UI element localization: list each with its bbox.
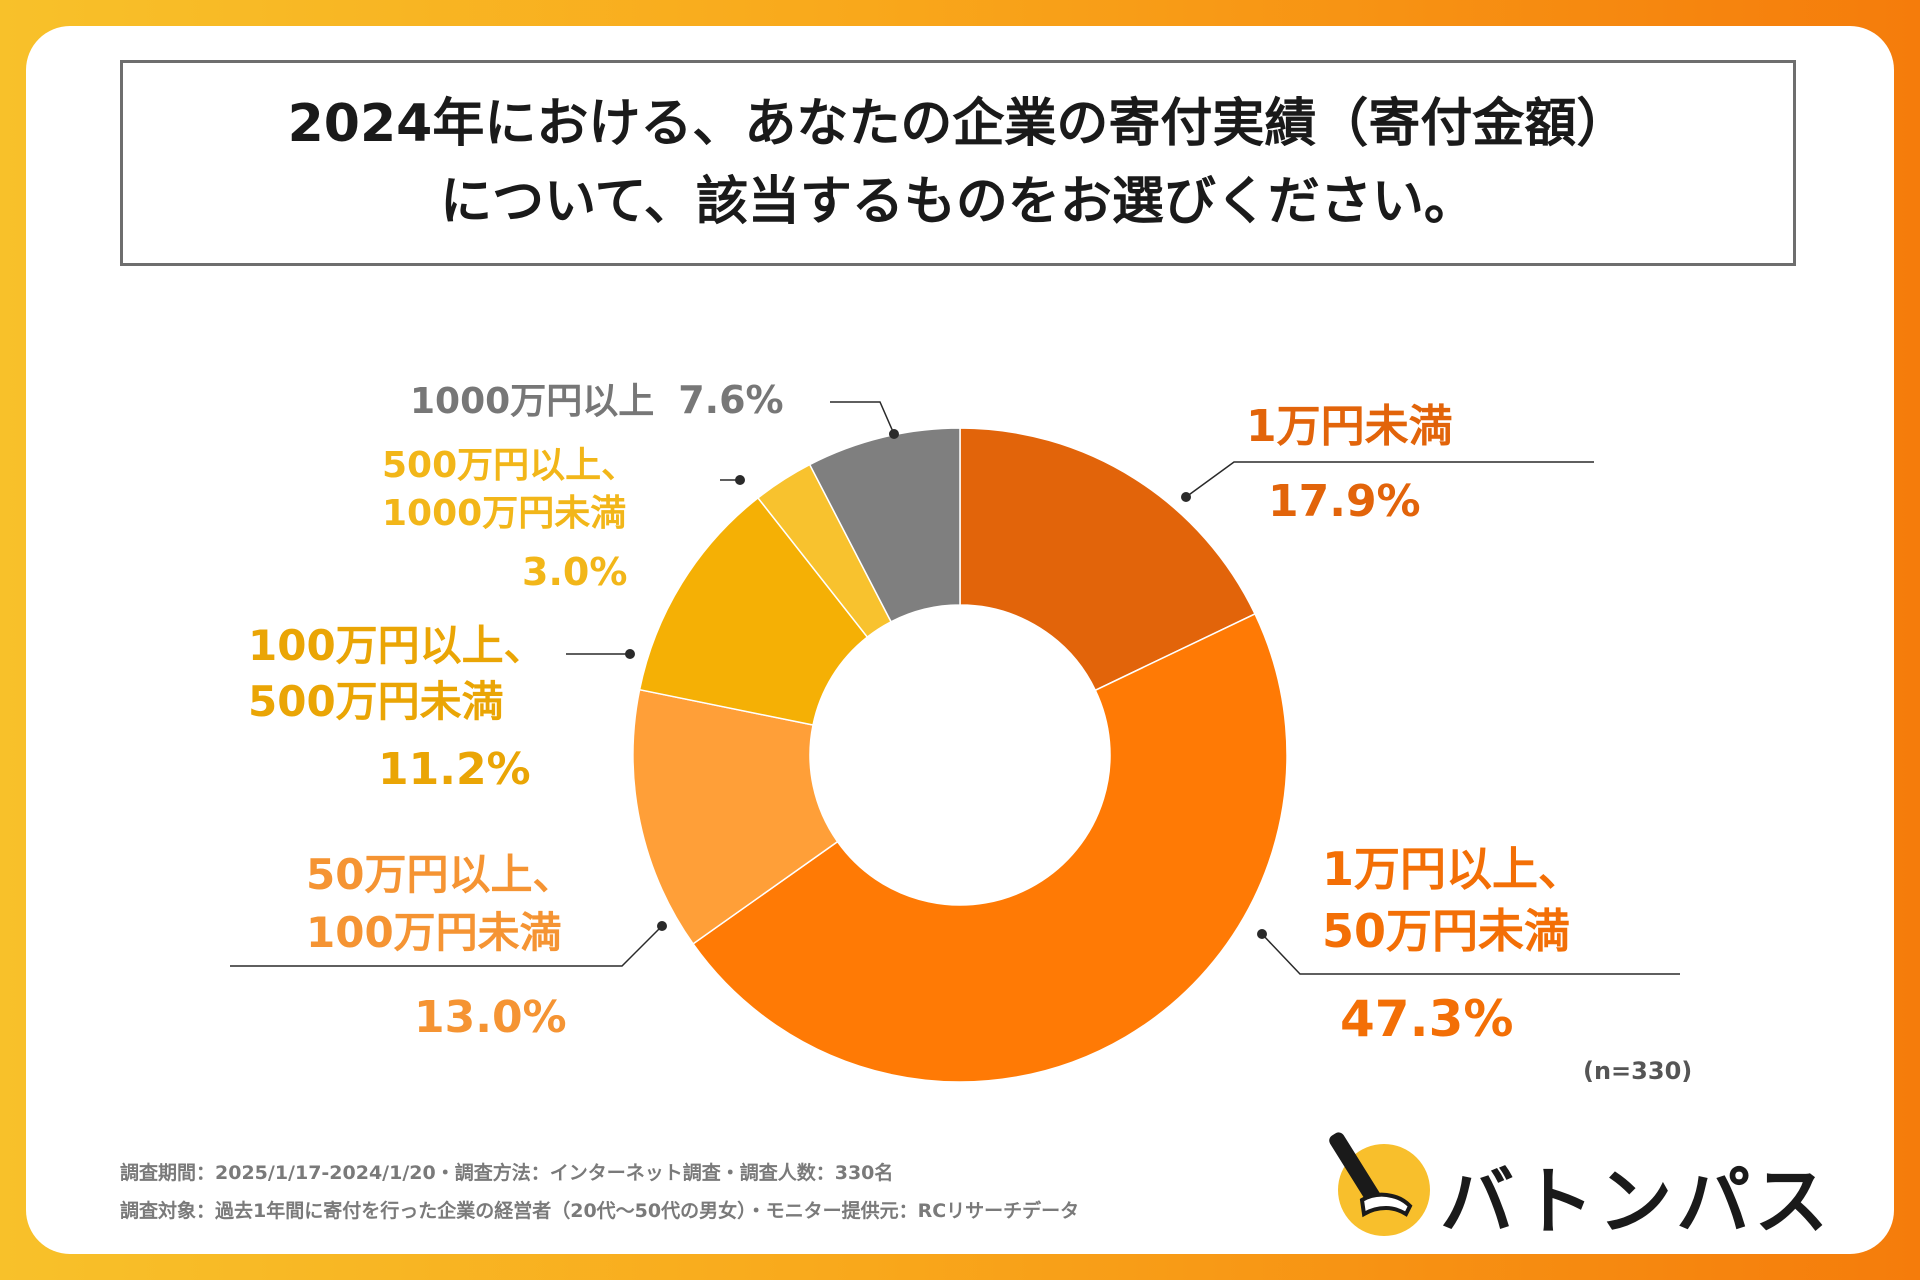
slice-over-1000man bbox=[808, 427, 961, 623]
slice-50man-100man bbox=[632, 688, 839, 945]
leader-dot-under-1man bbox=[1181, 492, 1191, 502]
slice-value-label: 7.6% bbox=[678, 378, 784, 422]
leader-dot-50man-100man bbox=[657, 921, 667, 931]
title-line-2: について、該当するものをお選びください。 bbox=[440, 172, 1476, 232]
slice-label-over-1000man: 1000万円以上 7.6% bbox=[410, 372, 784, 424]
slice-label-line: 1000万円以上 bbox=[410, 381, 655, 422]
slice-value-label: 11.2% bbox=[378, 744, 531, 795]
title-box: 2024年における、あなたの企業の寄付実績（寄付金額） について、該当するものを… bbox=[120, 60, 1796, 266]
slice-label-line: 500万円以上、 bbox=[382, 445, 638, 486]
slice-value-label: 17.9% bbox=[1268, 476, 1421, 527]
slice-value-label: 3.0% bbox=[522, 550, 628, 594]
slice-label-line: 100万円未満 bbox=[306, 908, 562, 957]
slice-label-line: 50万円未満 bbox=[1322, 904, 1571, 958]
slice-100man-500man bbox=[638, 496, 869, 726]
slice-label-50man-100man: 50万円以上、 100万円未満 13.0% bbox=[306, 846, 574, 1043]
leader-dot-over-1000man bbox=[889, 429, 899, 439]
slice-label-line: 500万円未満 bbox=[248, 677, 504, 726]
slice-under-1man bbox=[959, 427, 1257, 692]
slice-label-line: 1万円以上、 bbox=[1322, 842, 1585, 896]
slice-label-1man-50man: 1万円以上、 50万円未満 47.3% bbox=[1322, 838, 1584, 1048]
leader-line-1man-50man bbox=[1261, 933, 1680, 975]
leader-line-over-1000man bbox=[830, 401, 895, 435]
slice-label-100man-500man: 100万円以上、 500万円未満 11.2% bbox=[248, 618, 546, 795]
slice-label-500man-1000man: 500万円以上、 1000万円未満 3.0% bbox=[382, 442, 637, 594]
slice-value-label: 13.0% bbox=[414, 992, 567, 1043]
slice-label-line: 1000万円未満 bbox=[382, 493, 627, 534]
leader-line-under-1man bbox=[1185, 461, 1594, 498]
hand-icon bbox=[1359, 1192, 1413, 1218]
footer-survey-target: 調査対象：過去1年間に寄付を行った企業の経営者（20代〜50代の男女）・モニター… bbox=[120, 1200, 1080, 1222]
title-line-1: 2024年における、あなたの企業の寄付実績（寄付金額） bbox=[287, 94, 1629, 154]
leader-line-50man-100man bbox=[230, 925, 663, 967]
slice-value-label: 47.3% bbox=[1340, 990, 1514, 1048]
leader-dot-1man-50man bbox=[1257, 929, 1267, 939]
slice-1man-50man bbox=[692, 612, 1288, 1083]
leader-dot-100man-500man bbox=[625, 649, 635, 659]
baton-icon bbox=[1329, 1132, 1382, 1206]
sample-size-note: (n=330) bbox=[1583, 1057, 1693, 1085]
logo-text: バトンパス bbox=[1440, 1159, 1833, 1245]
leader-dot-500man-1000man bbox=[735, 475, 745, 485]
slice-label-line: 100万円以上、 bbox=[248, 621, 546, 670]
footer-survey-period: 調査期間：2025/1/17-2024/1/20・調査方法：インターネット調査・… bbox=[120, 1162, 894, 1184]
slice-label-line: 50万円以上、 bbox=[306, 850, 575, 899]
slice-label-under-1man: 1万円未満 17.9% bbox=[1246, 390, 1453, 527]
slice-label-line: 1万円未満 bbox=[1246, 401, 1453, 452]
logo-mark bbox=[1329, 1132, 1430, 1236]
